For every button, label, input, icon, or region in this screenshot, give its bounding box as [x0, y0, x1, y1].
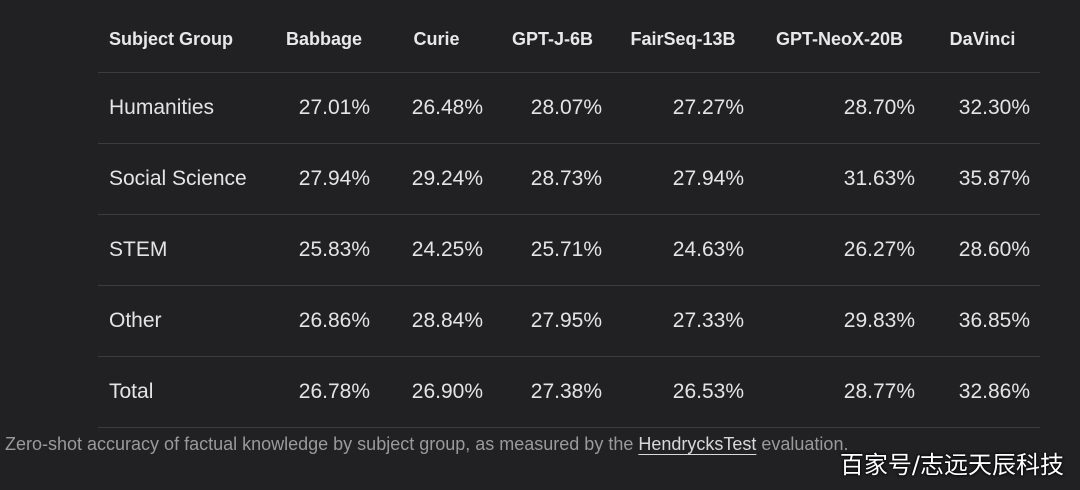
column-header: GPT-NeoX-20B [754, 6, 925, 73]
row-label: STEM [98, 214, 268, 286]
table-cell: 26.53% [612, 356, 754, 428]
table-cell: 27.38% [493, 356, 612, 428]
table-row: Other 26.86% 28.84% 27.95% 27.33% 29.83%… [98, 285, 1040, 357]
table-cell: 31.63% [754, 143, 925, 215]
row-label: Other [98, 285, 268, 357]
table-cell: 26.27% [754, 214, 925, 286]
table-cell: 24.63% [612, 214, 754, 286]
table-cell: 28.77% [754, 356, 925, 428]
table-cell: 25.71% [493, 214, 612, 286]
table-cell: 28.60% [925, 214, 1040, 286]
table-cell: 24.25% [380, 214, 493, 286]
results-table-container: Subject Group Babbage Curie GPT-J-6B Fai… [98, 6, 1040, 428]
table-cell: 36.85% [925, 285, 1040, 357]
table-cell: 27.94% [268, 143, 380, 215]
table-cell: 29.83% [754, 285, 925, 357]
table-header-row: Subject Group Babbage Curie GPT-J-6B Fai… [98, 6, 1040, 73]
table-cell: 26.90% [380, 356, 493, 428]
row-label: Total [98, 356, 268, 428]
hendryckstest-link[interactable]: HendrycksTest [638, 434, 757, 454]
table-cell: 27.33% [612, 285, 754, 357]
table-cell: 26.78% [268, 356, 380, 428]
table-cell: 26.86% [268, 285, 380, 357]
watermark: 百家号/志远天辰科技 [839, 451, 1064, 479]
table-cell: 27.94% [612, 143, 754, 215]
caption-suffix: evaluation. [756, 434, 849, 454]
table-cell: 29.24% [380, 143, 493, 215]
table-cell: 32.86% [925, 356, 1040, 428]
table-row: STEM 25.83% 24.25% 25.71% 24.63% 26.27% … [98, 214, 1040, 286]
table-cell: 27.01% [268, 72, 380, 144]
table-cell: 32.30% [925, 72, 1040, 144]
table-cell: 35.87% [925, 143, 1040, 215]
table-cell: 28.70% [754, 72, 925, 144]
table-row: Total 26.78% 26.90% 27.38% 26.53% 28.77%… [98, 356, 1040, 428]
column-header: FairSeq-13B [612, 6, 754, 73]
table-cell: 27.95% [493, 285, 612, 357]
table-caption: Zero-shot accuracy of factual knowledge … [5, 434, 848, 455]
caption-text: Zero-shot accuracy of factual knowledge … [5, 434, 639, 454]
table-cell: 27.27% [612, 72, 754, 144]
table-cell: 28.84% [380, 285, 493, 357]
table-row: Social Science 27.94% 29.24% 28.73% 27.9… [98, 143, 1040, 215]
column-header: Subject Group [98, 6, 268, 73]
table-row: Humanities 27.01% 26.48% 28.07% 27.27% 2… [98, 72, 1040, 144]
table-cell: 28.73% [493, 143, 612, 215]
column-header: Babbage [268, 6, 380, 73]
results-table: Subject Group Babbage Curie GPT-J-6B Fai… [98, 6, 1040, 428]
row-label: Humanities [98, 72, 268, 144]
column-header: Curie [380, 6, 493, 73]
table-cell: 26.48% [380, 72, 493, 144]
table-cell: 28.07% [493, 72, 612, 144]
row-label: Social Science [98, 143, 268, 215]
table-cell: 25.83% [268, 214, 380, 286]
column-header: DaVinci [925, 6, 1040, 73]
column-header: GPT-J-6B [493, 6, 612, 73]
